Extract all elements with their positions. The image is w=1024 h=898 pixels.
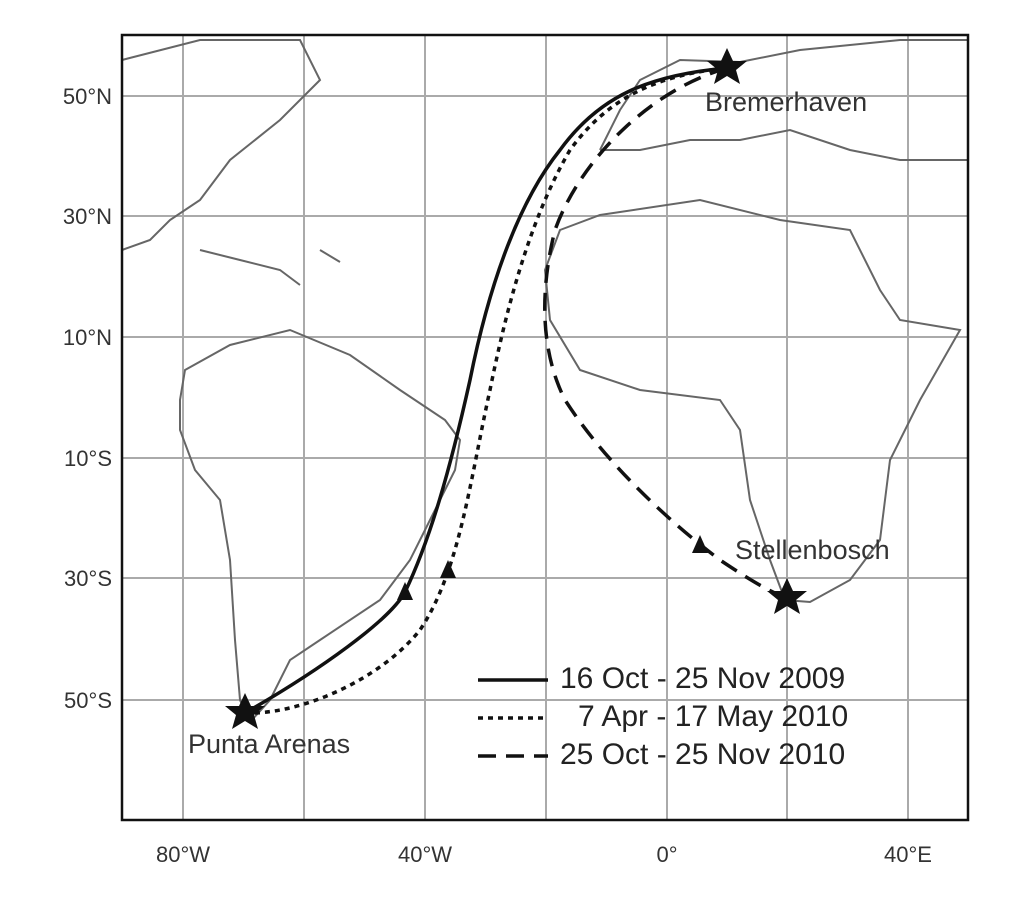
map-frame xyxy=(120,33,970,822)
route-2010-oct xyxy=(543,66,788,600)
lat-label: 30°S xyxy=(64,566,112,591)
lat-label: 30°N xyxy=(63,204,112,229)
route-2010-apr xyxy=(244,66,728,715)
legend-label: 7 Apr - 17 May 2010 xyxy=(578,700,848,733)
direction-arrow xyxy=(692,535,708,553)
lat-label: 10°S xyxy=(64,446,112,471)
direction-arrow xyxy=(397,582,413,600)
lon-label: 40°W xyxy=(398,842,452,867)
lon-label: 40°E xyxy=(884,842,932,867)
legend: 16 Oct - 25 Nov 2009 7 Apr - 17 May 2010… xyxy=(478,662,848,771)
port-star xyxy=(707,48,747,84)
route-2009 xyxy=(244,66,728,715)
lat-label: 50°N xyxy=(63,84,112,109)
legend-label: 25 Oct - 25 Nov 2010 xyxy=(560,738,845,771)
legend-label: 16 Oct - 25 Nov 2009 xyxy=(560,662,845,695)
lon-label: 0° xyxy=(656,842,677,867)
place-label: Stellenbosch xyxy=(735,535,890,565)
lat-label: 10°N xyxy=(63,325,112,350)
place-label: Bremerhaven xyxy=(705,87,867,117)
place-labels: Bremerhaven Stellenbosch Punta Arenas xyxy=(188,87,890,759)
routes xyxy=(225,48,807,729)
grid xyxy=(122,35,968,820)
place-label: Punta Arenas xyxy=(188,729,350,759)
lon-label: 80°W xyxy=(156,842,210,867)
latitude-labels: 50°N 30°N 10°N 10°S 30°S 50°S xyxy=(63,84,112,713)
port-star xyxy=(767,578,807,614)
longitude-labels: 80°W 40°W 0° 40°E xyxy=(156,842,932,867)
coastlines xyxy=(121,39,968,724)
direction-arrow xyxy=(440,560,456,578)
lat-label: 50°S xyxy=(64,688,112,713)
port-star xyxy=(225,693,265,729)
